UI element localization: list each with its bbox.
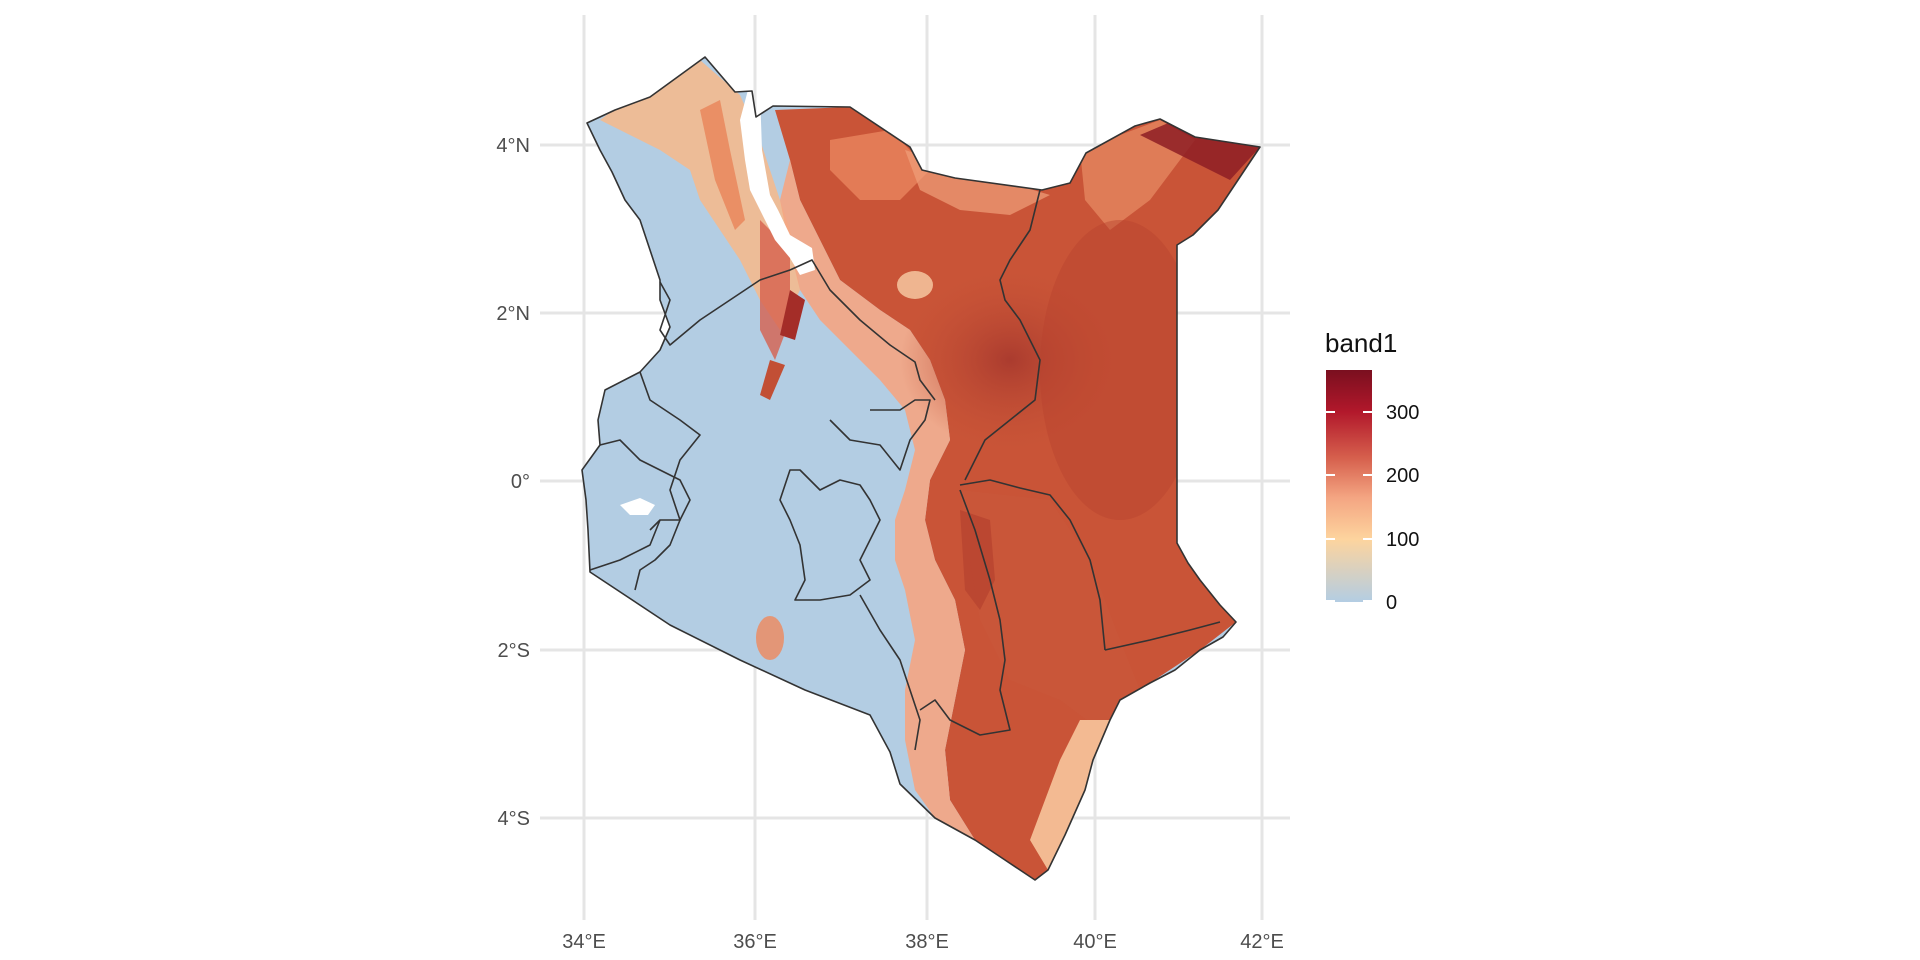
legend-label: 200 bbox=[1386, 465, 1419, 487]
boundary-west bbox=[599, 439, 691, 531]
boundary-eastern-south bbox=[959, 479, 1106, 651]
boundary-nairobi-region bbox=[779, 469, 881, 601]
legend-label: 0 bbox=[1386, 592, 1397, 614]
boundary-central bbox=[829, 399, 931, 471]
region-boundaries bbox=[589, 189, 1221, 751]
x-tick-label: 36°E bbox=[733, 931, 777, 953]
y-tick-label: 2°N bbox=[496, 303, 530, 325]
y-tick-label: 2°S bbox=[498, 640, 530, 662]
x-tick-label: 34°E bbox=[562, 931, 606, 953]
boundary-southwest bbox=[859, 594, 921, 751]
boundary-lower-east bbox=[919, 489, 1011, 736]
x-axis: 34°E 36°E 38°E 40°E 42°E bbox=[562, 931, 1284, 953]
boundary-central-east bbox=[964, 189, 1041, 481]
legend-label: 100 bbox=[1386, 529, 1419, 551]
y-tick-label: 4°N bbox=[496, 135, 530, 157]
legend-label: 300 bbox=[1386, 402, 1419, 424]
x-tick-label: 42°E bbox=[1240, 931, 1284, 953]
country-outline bbox=[581, 56, 1261, 881]
legend-title: band1 bbox=[1325, 328, 1397, 358]
boundary-northwest bbox=[659, 259, 936, 401]
y-tick-label: 4°S bbox=[498, 808, 530, 830]
x-tick-label: 38°E bbox=[905, 931, 949, 953]
legend-colorbar bbox=[1326, 370, 1372, 602]
x-tick-label: 40°E bbox=[1073, 931, 1117, 953]
y-axis: 4°N 2°N 0° 2°S 4°S bbox=[496, 135, 530, 830]
y-tick-label: 0° bbox=[511, 471, 530, 493]
legend: band1 300 200 100 0 bbox=[1325, 328, 1419, 614]
boundary-rift-south bbox=[634, 371, 701, 591]
boundary-nyanza bbox=[589, 519, 661, 571]
boundary-coast bbox=[1104, 621, 1221, 651]
raster-fill bbox=[582, 57, 1260, 880]
